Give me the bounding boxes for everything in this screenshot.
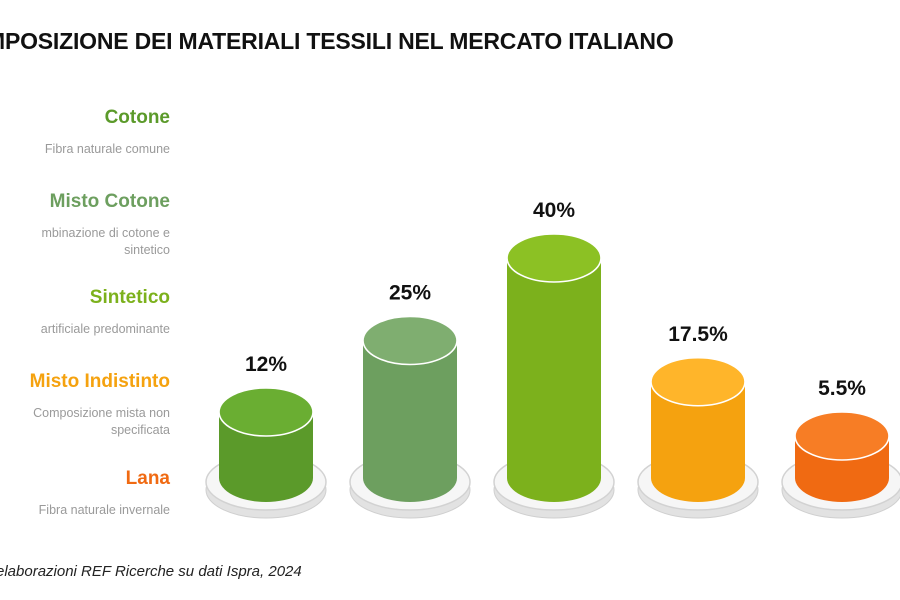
- legend-item-cotone: Cotone Fibra naturale comune: [0, 107, 170, 158]
- data-label: 40%: [533, 199, 575, 222]
- legend-name: Sintetico: [89, 287, 170, 308]
- bar-top: [794, 411, 890, 461]
- legend-item-lana: Lana Fibra naturale invernale: [0, 468, 170, 519]
- legend-item-misto-cotone: Misto Cotone mbinazione di cotone e sint…: [0, 191, 170, 259]
- legend-item-misto-indistinto: Misto Indistinto Composizione mista non …: [0, 371, 170, 439]
- legend-desc: Fibra naturale comune: [44, 142, 170, 156]
- legend-desc: artificiale predominante: [40, 322, 170, 336]
- bar-top: [506, 233, 602, 283]
- data-label: 12%: [245, 353, 287, 376]
- legend-name: Misto Cotone: [49, 191, 170, 212]
- legend-item-sintetico: Sintetico artificiale predominante: [0, 287, 170, 338]
- legend-desc: mbinazione di cotone e sintetico: [41, 226, 170, 257]
- legend-name: Lana: [125, 468, 170, 489]
- legend-name: Misto Indistinto: [29, 371, 170, 392]
- legend-name: Cotone: [104, 107, 170, 128]
- bar-top: [650, 356, 746, 407]
- source-note: elaborazioni REF Ricerche su dati Ispra,…: [0, 563, 302, 580]
- chart-title: MPOSIZIONE DEI MATERIALI TESSILI NEL MER…: [0, 28, 674, 54]
- bar: [507, 258, 601, 502]
- bar: [363, 340, 457, 502]
- legend-desc: Composizione mista non specificata: [33, 406, 170, 437]
- bar-top: [362, 315, 458, 366]
- bar: [219, 412, 313, 502]
- data-label: 17.5%: [668, 323, 728, 346]
- data-label: 25%: [389, 282, 431, 305]
- data-label: 5.5%: [818, 377, 866, 400]
- legend-desc: Fibra naturale invernale: [38, 503, 170, 517]
- bar-top: [218, 387, 314, 437]
- bar: [651, 381, 745, 502]
